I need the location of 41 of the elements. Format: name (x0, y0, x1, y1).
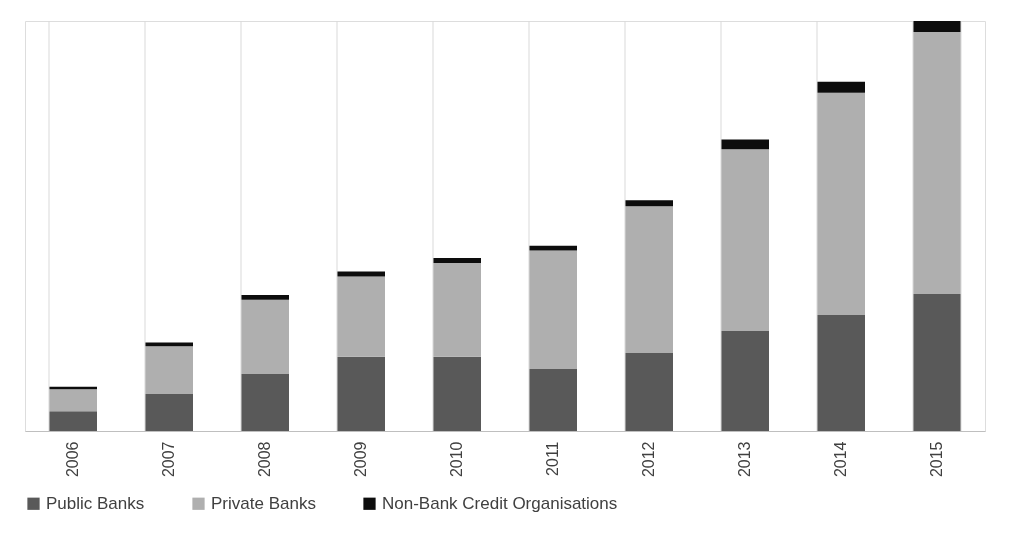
bar (913, 294, 961, 431)
bar (625, 200, 673, 207)
bar (721, 330, 769, 431)
bar (241, 374, 289, 431)
x-tick-label: 2011 (544, 441, 561, 476)
x-tick-label: 2006 (64, 441, 81, 478)
bar (817, 314, 865, 431)
legend-label: Private Banks (211, 493, 316, 513)
bar (817, 92, 865, 315)
bar (913, 21, 961, 33)
bar (337, 356, 385, 431)
bar (529, 245, 577, 251)
bar (721, 139, 769, 150)
x-tick-label: 2015 (928, 441, 945, 478)
x-tick-label: 2010 (448, 441, 465, 478)
bar (145, 394, 193, 431)
x-tick-label: 2007 (160, 441, 177, 478)
x-tick-label: 2008 (256, 441, 273, 478)
x-tick-label: 2009 (352, 441, 369, 478)
bar (145, 346, 193, 395)
bar (529, 369, 577, 431)
x-tick-label: 2014 (832, 441, 849, 478)
bar (337, 276, 385, 357)
bar (625, 206, 673, 354)
bar (433, 356, 481, 431)
x-tick-label: 2013 (736, 441, 753, 478)
bar (241, 294, 289, 300)
bar (529, 250, 577, 370)
bar (241, 299, 289, 375)
bar (625, 353, 673, 431)
bar (145, 342, 193, 347)
bar (433, 262, 481, 357)
bar (433, 257, 481, 263)
x-tick-label: 2012 (640, 441, 657, 478)
bar (49, 389, 97, 412)
bar (913, 32, 961, 295)
legend-label: Non-Bank Credit Organisations (382, 493, 618, 513)
legend-label: Public Banks (46, 493, 145, 513)
bar (817, 81, 865, 93)
bar (721, 149, 769, 331)
bar (49, 411, 97, 431)
